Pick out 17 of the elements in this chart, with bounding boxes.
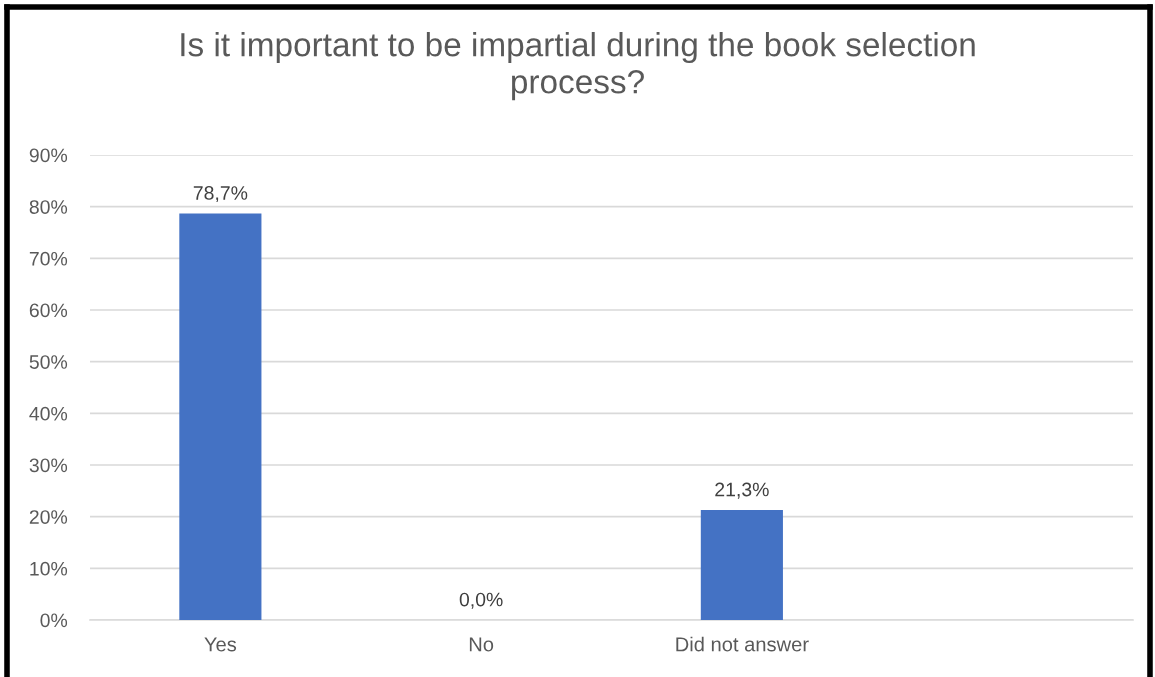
x-tick-label: Did not answer [676, 636, 809, 652]
data-label: 0,0% [459, 592, 503, 609]
y-tick-label: 60% [29, 303, 68, 318]
y-tick-label: 70% [29, 251, 68, 266]
y-tick-label: 10% [30, 561, 68, 576]
y-tick-label: 30% [29, 458, 68, 473]
x-tick-label: No [469, 637, 494, 652]
x-tick-label: Yes [204, 637, 237, 652]
y-tick-label: 90% [29, 148, 68, 163]
y-tick-label: 50% [29, 355, 68, 369]
chart-title: Is it important to be impartial during the book selection process? [181, 32, 975, 101]
data-label: 78,7% [193, 186, 248, 203]
y-tick-label: 0% [40, 613, 68, 628]
data-label: 21,3% [715, 482, 769, 499]
y-tick-label: 40% [29, 406, 68, 421]
y-tick-label: 80% [29, 200, 68, 214]
y-tick-label: 20% [29, 510, 68, 524]
